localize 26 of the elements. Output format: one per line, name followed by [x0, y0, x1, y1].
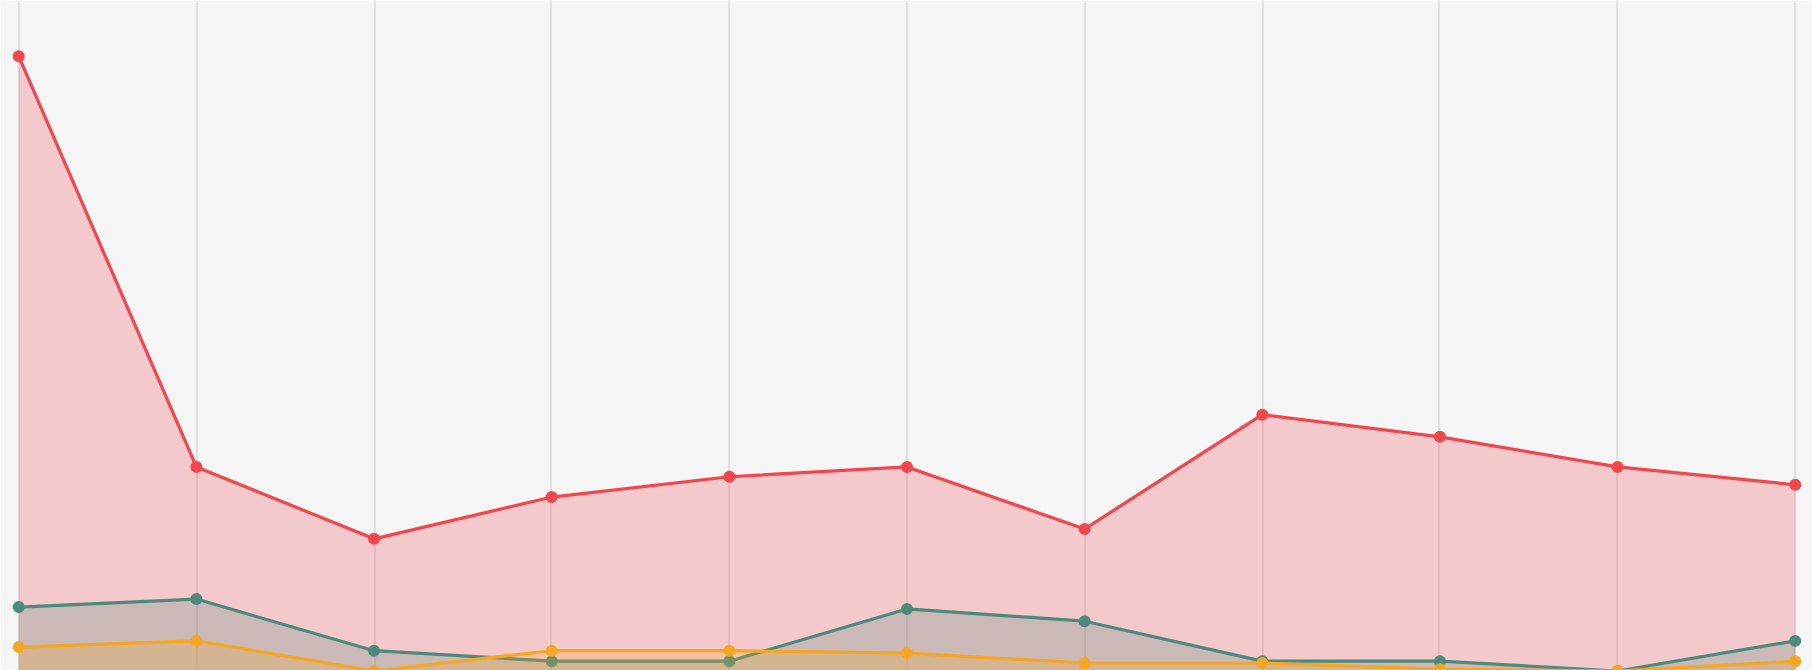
point [1789, 634, 1802, 647]
point [1789, 655, 1802, 668]
point [368, 644, 381, 657]
point [12, 50, 25, 63]
point [190, 634, 203, 647]
point [545, 644, 558, 657]
point [545, 655, 558, 668]
point [190, 460, 203, 473]
point [1078, 615, 1091, 628]
point [12, 601, 25, 614]
point [190, 593, 203, 606]
point [723, 470, 736, 483]
point [901, 647, 913, 660]
point [901, 602, 913, 615]
point [1433, 430, 1446, 443]
point [1789, 478, 1802, 491]
point [545, 491, 558, 504]
point [12, 641, 25, 654]
point [1611, 460, 1624, 473]
point [901, 460, 913, 473]
point [1256, 408, 1269, 421]
point [1078, 657, 1091, 669]
point [1078, 523, 1091, 535]
point [723, 644, 736, 657]
point [723, 655, 736, 668]
point [368, 532, 381, 545]
